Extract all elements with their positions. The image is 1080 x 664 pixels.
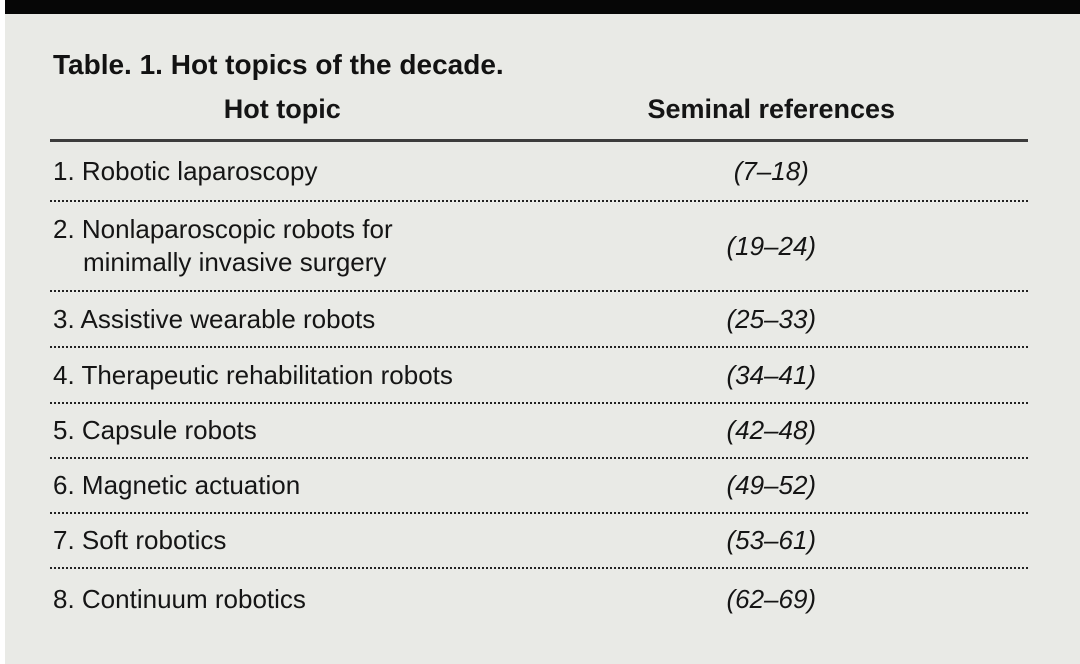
column-header-hot-topic: Hot topic: [223, 94, 341, 124]
topic-cell: 8. Continuum robotics: [53, 583, 306, 614]
table-row: 1. Robotic laparoscopy (7–18): [50, 142, 1028, 202]
table-row: 3. Assistive wearable robots (25–33): [50, 292, 1028, 348]
references-cell: (7–18): [733, 155, 809, 186]
references-cell: (19–24): [726, 230, 817, 261]
topic-cell: 1. Robotic laparoscopy: [53, 155, 318, 186]
table-row: 6. Magnetic actuation (49–52): [50, 459, 1028, 514]
table-title: Table. 1. Hot topics of the decade.: [53, 49, 504, 80]
references-cell: (34–41): [726, 359, 817, 390]
hot-topics-table: Hot topic Seminal references 1. Robotic …: [50, 80, 1028, 629]
topic-cell: 3. Assistive wearable robots: [53, 303, 376, 334]
top-divider-bar: [5, 0, 1080, 14]
topic-cell: 6. Magnetic actuation: [53, 470, 301, 500]
topic-cell: 7. Soft robotics: [53, 525, 227, 555]
references-cell: (53–61): [726, 525, 817, 555]
table-row: 4. Therapeutic rehabilitation robots (34…: [50, 348, 1028, 404]
topic-cell: 2. Nonlaparoscopic robots for minimally …: [53, 214, 393, 277]
table-row: 8. Continuum robotics (62–69): [50, 569, 1028, 629]
table-row: 2. Nonlaparoscopic robots for minimally …: [50, 202, 1028, 292]
table-row: 7. Soft robotics (53–61): [50, 514, 1028, 569]
references-cell: (25–33): [726, 303, 817, 334]
table-panel: Table. 1. Hot topics of the decade. Hot …: [5, 0, 1080, 664]
table-header-row: Hot topic Seminal references: [50, 80, 1028, 142]
topic-cell: 4. Therapeutic rehabilitation robots: [53, 359, 453, 390]
references-cell: (62–69): [726, 583, 817, 614]
references-cell: (42–48): [726, 415, 817, 445]
column-header-seminal-references: Seminal references: [647, 94, 896, 124]
references-cell: (49–52): [726, 470, 817, 500]
topic-cell: 5. Capsule robots: [53, 415, 257, 445]
table-row: 5. Capsule robots (42–48): [50, 404, 1028, 459]
